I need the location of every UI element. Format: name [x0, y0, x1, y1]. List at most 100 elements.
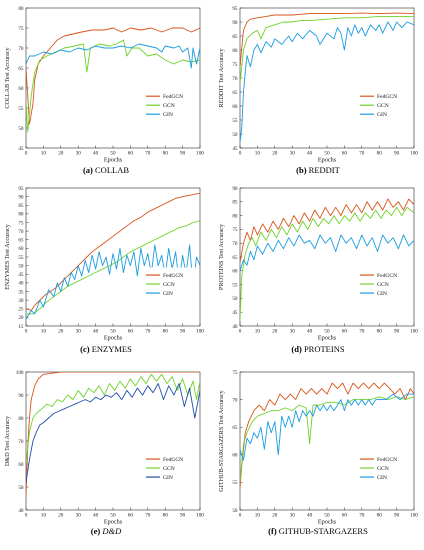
x-tick-label: 10: [255, 151, 261, 157]
y-tick-label: 55: [232, 282, 238, 288]
x-axis-label: Epochs: [318, 157, 337, 164]
caption-name: REDDIT: [306, 165, 340, 175]
series-group: [240, 12, 414, 143]
y-tick-label: 80: [18, 6, 24, 12]
y-tick-label: 85: [232, 200, 238, 206]
y-tick-label: 65: [18, 66, 24, 72]
series-group: [26, 27, 200, 133]
chart-caption: (d) PROTEINS: [212, 344, 424, 354]
legend-label: FedGCN: [377, 273, 397, 279]
x-tick-label: 80: [377, 151, 383, 157]
caption-name: D&D: [100, 526, 122, 536]
x-tick-label: 100: [196, 151, 204, 157]
x-tick-label: 0: [239, 513, 242, 519]
x-tick-label: 70: [145, 513, 151, 519]
chart-caption: (f) GITHUB-STARGAZERS: [212, 526, 424, 536]
legend-label: GCN: [377, 466, 389, 472]
x-tick-label: 40: [307, 151, 313, 157]
plot-frame: [25, 187, 201, 327]
x-tick-label: 20: [58, 151, 64, 157]
legend-label: FedGCN: [163, 457, 183, 463]
x-axis-label: Epochs: [104, 157, 123, 164]
x-tick-label: 30: [290, 513, 296, 519]
legend-label: GIN: [163, 291, 173, 297]
y-tick-label: 90: [18, 393, 24, 399]
x-tick-label: 50: [110, 513, 116, 519]
y-tick-label: 90: [232, 186, 238, 192]
y-tick-label: 55: [232, 118, 238, 124]
series-line-fedgcn: [26, 27, 200, 125]
x-tick-label: 50: [324, 151, 330, 157]
y-tick-label: 60: [18, 246, 24, 252]
y-tick-label: 55: [18, 106, 24, 112]
y-tick-label: 85: [18, 203, 24, 209]
plot-frame: [25, 7, 201, 149]
x-tick-label: 100: [196, 329, 204, 335]
x-tick-label: 30: [76, 513, 82, 519]
x-tick-label: 50: [324, 513, 330, 519]
x-axis-label: Epochs: [318, 335, 337, 342]
x-tick-label: 50: [110, 151, 116, 157]
series-line-gin: [26, 383, 200, 483]
series-line-gcn: [240, 15, 414, 84]
x-tick-label: 100: [196, 513, 204, 519]
series-line-gin: [26, 43, 200, 69]
series-line-gin: [240, 234, 414, 271]
legend-label: GCN: [163, 466, 175, 472]
x-tick-label: 20: [272, 329, 278, 335]
x-tick-label: 10: [255, 329, 261, 335]
y-tick-label: 55: [232, 480, 238, 486]
y-tick-label: 70: [18, 229, 24, 235]
x-tick-label: 70: [359, 329, 365, 335]
y-tick-label: 75: [232, 370, 238, 376]
x-tick-label: 60: [342, 151, 348, 157]
chart-caption: (e) D&D: [0, 526, 212, 536]
x-tick-label: 60: [342, 329, 348, 335]
y-tick-label: 45: [18, 272, 24, 278]
y-tick-label: 95: [18, 186, 24, 192]
y-tick-label: 50: [18, 263, 24, 269]
y-tick-label: 85: [232, 34, 238, 40]
x-tick-label: 40: [93, 151, 99, 157]
x-tick-label: 80: [163, 151, 169, 157]
y-tick-label: 40: [18, 508, 24, 514]
caption-tag: (a): [82, 165, 93, 175]
x-tick-label: 90: [394, 151, 400, 157]
x-tick-label: 50: [110, 329, 116, 335]
y-axis-label: ENZYMES Test Accuracy: [4, 223, 11, 290]
x-tick-label: 80: [377, 329, 383, 335]
x-tick-label: 70: [145, 329, 151, 335]
legend-label: GIN: [377, 475, 387, 481]
caption-tag: (d): [291, 344, 302, 354]
y-tick-label: 60: [18, 462, 24, 468]
y-tick-label: 90: [232, 20, 238, 26]
x-tick-label: 60: [128, 151, 134, 157]
y-tick-label: 50: [18, 126, 24, 132]
x-tick-label: 30: [76, 329, 82, 335]
legend-label: FedGCN: [377, 457, 397, 463]
x-tick-label: 0: [239, 329, 242, 335]
chart-caption: (a) COLLAB: [0, 165, 212, 175]
y-axis-label: COLLAB Test Accuracy: [4, 46, 11, 108]
chart-caption: (b) REDDIT: [212, 165, 424, 175]
y-tick-label: 60: [18, 86, 24, 92]
y-tick-label: 70: [18, 439, 24, 445]
y-tick-label: 50: [232, 132, 238, 138]
x-tick-label: 90: [180, 329, 186, 335]
y-tick-label: 20: [18, 315, 24, 321]
y-tick-label: 40: [232, 324, 238, 330]
x-tick-label: 30: [76, 151, 82, 157]
caption-tag: (f): [268, 526, 277, 536]
x-tick-label: 20: [272, 151, 278, 157]
legend-label: GCN: [163, 282, 175, 288]
x-tick-label: 90: [394, 329, 400, 335]
y-tick-label: 55: [18, 255, 24, 261]
y-tick-label: 45: [18, 146, 24, 152]
legend-label: GCN: [377, 103, 389, 109]
x-tick-label: 40: [93, 513, 99, 519]
x-axis-label: Epochs: [318, 519, 337, 526]
x-tick-label: 50: [324, 329, 330, 335]
y-tick-label: 40: [18, 281, 24, 287]
